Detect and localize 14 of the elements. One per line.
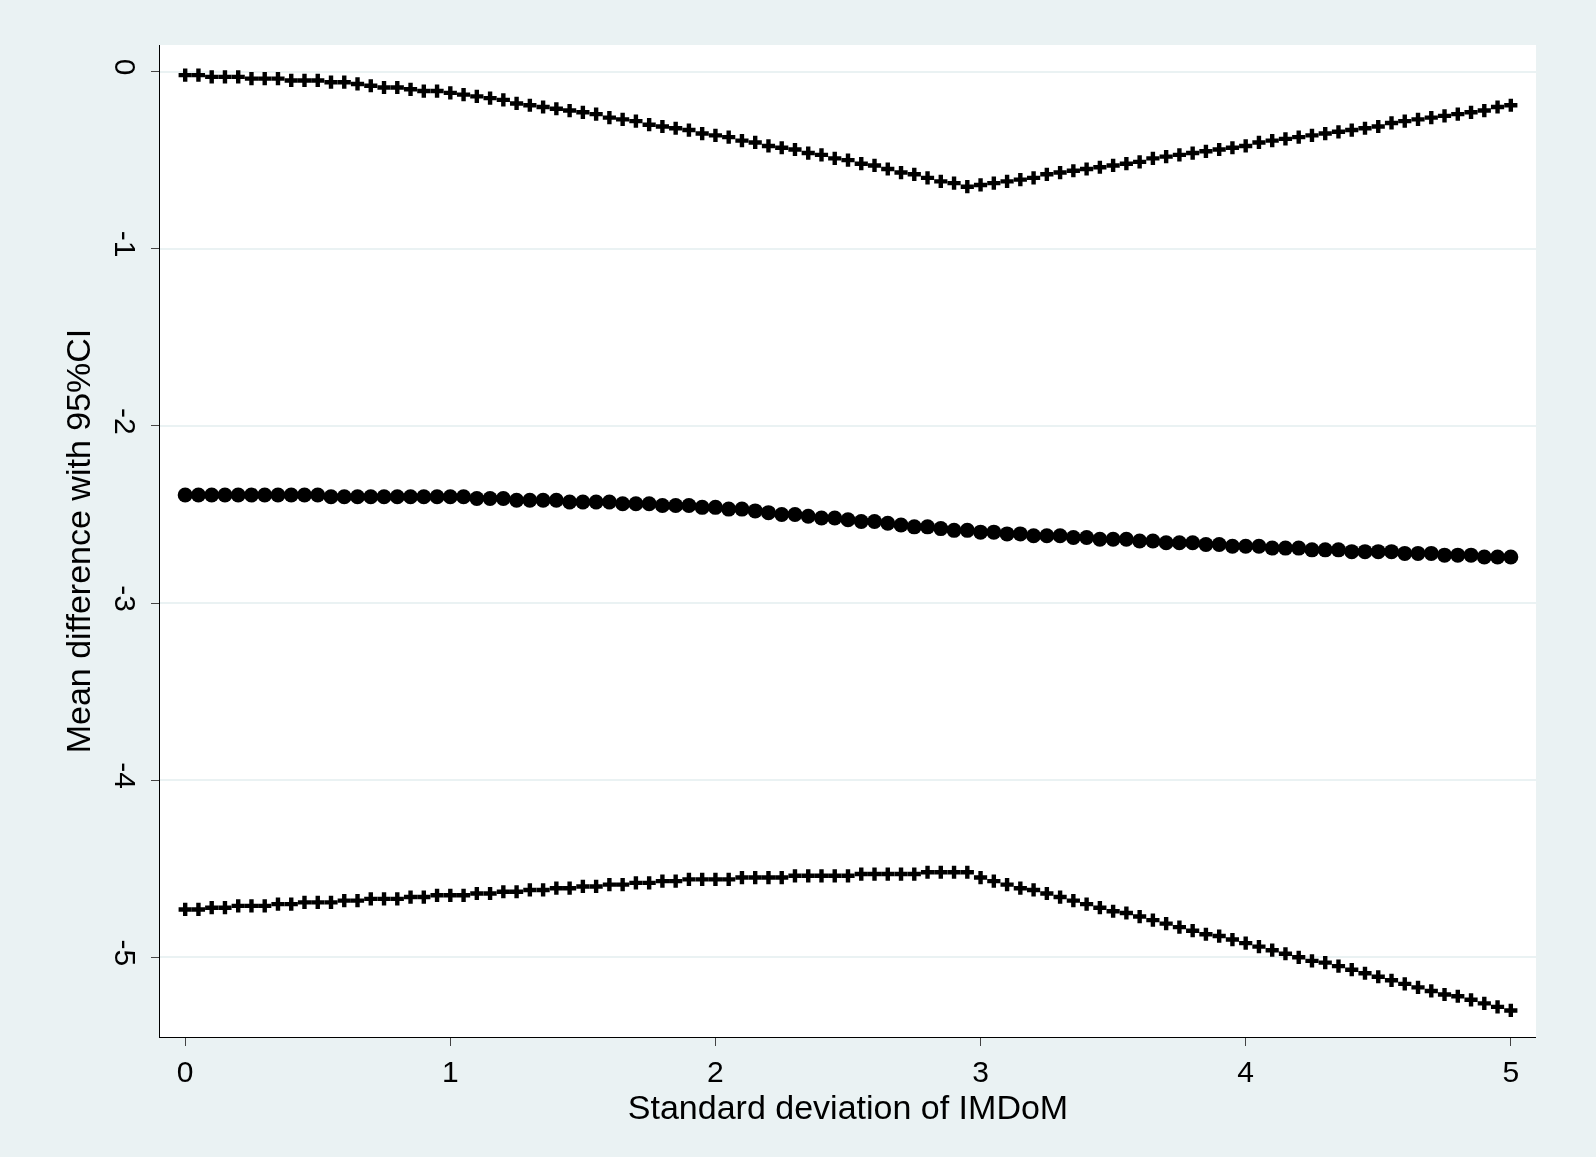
x-tick-label: 1 (441, 1055, 459, 1089)
x-tick-label: 4 (1237, 1055, 1255, 1089)
x-axis-title: Standard deviation of IMDoM (627, 1088, 1069, 1127)
y-tick-label: -4 (108, 762, 142, 789)
y-tick-label: -1 (108, 230, 142, 258)
y-tick-label: -3 (108, 585, 142, 612)
x-tick-label: 2 (707, 1055, 724, 1089)
x-tick-label: 5 (1502, 1055, 1520, 1089)
y-tick-label: -2 (108, 408, 142, 435)
y-tick-label: 0 (108, 58, 142, 76)
y-tick-label: -5 (108, 939, 142, 967)
x-tick-label: 0 (176, 1055, 194, 1089)
x-tick-label: 3 (972, 1055, 989, 1089)
y-axis-title: Mean difference with 95%CI (58, 328, 97, 754)
